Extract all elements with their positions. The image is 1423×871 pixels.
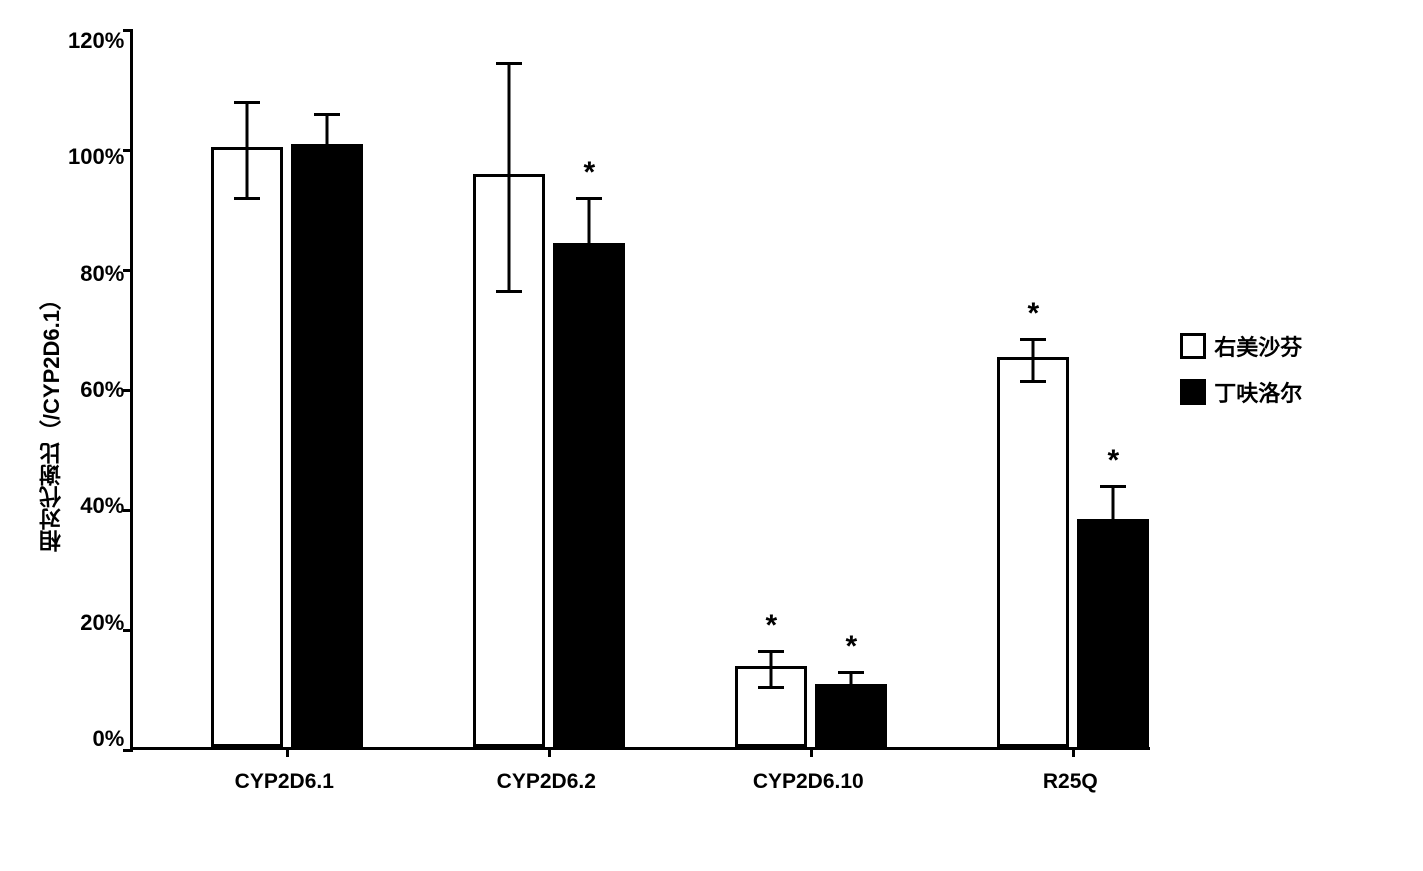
legend-label: 右美沙芬 — [1214, 330, 1302, 362]
bar-group: * — [473, 174, 625, 747]
error-bar — [246, 102, 249, 198]
error-cap-bottom — [314, 179, 340, 182]
error-cap-bottom — [1020, 380, 1046, 383]
legend: 右美沙芬丁呋洛尔 — [1150, 30, 1302, 422]
error-cap-bottom — [234, 197, 260, 200]
bar-s1 — [473, 174, 545, 747]
y-axis: 120% 100% 80% 60% 40% 20% 0% — [68, 30, 130, 750]
x-axis-label: R25Q — [1043, 770, 1098, 794]
error-cap-top — [496, 62, 522, 65]
significance-marker: * — [1027, 299, 1039, 329]
error-cap-top — [234, 101, 260, 104]
error-cap-bottom — [838, 701, 864, 704]
error-cap-top — [838, 671, 864, 674]
error-cap-bottom — [1100, 557, 1126, 560]
error-bar — [770, 651, 773, 687]
legend-item: 丁呋洛尔 — [1180, 376, 1302, 408]
bar-s2: * — [1077, 519, 1149, 747]
bar-s2 — [291, 144, 363, 747]
error-bar — [508, 63, 511, 291]
bar-s1 — [211, 147, 283, 747]
x-axis-label: CYP2D6.2 — [497, 770, 596, 794]
error-cap-top — [758, 650, 784, 653]
bar-group — [211, 144, 363, 747]
plot-area: ***** — [130, 30, 1150, 750]
error-bar — [588, 198, 591, 294]
error-cap-bottom — [496, 290, 522, 293]
bar-group: ** — [997, 357, 1149, 747]
y-axis-label: 相对代谢比（/CYP2D6.1） — [30, 288, 68, 552]
y-tick-label: 80% — [80, 263, 124, 285]
y-tick-mark — [123, 389, 133, 392]
legend-swatch — [1180, 333, 1206, 359]
y-tick-label: 20% — [80, 612, 124, 634]
bar-s1: * — [735, 666, 807, 747]
significance-marker: * — [845, 632, 857, 662]
error-bar — [850, 672, 853, 702]
significance-marker: * — [765, 611, 777, 641]
error-cap-top — [1020, 338, 1046, 341]
x-axis-labels: CYP2D6.1 CYP2D6.2 CYP2D6.10 R25Q — [130, 750, 1150, 810]
bar-s1: * — [997, 357, 1069, 747]
y-tick-mark — [123, 269, 133, 272]
error-cap-top — [314, 113, 340, 116]
y-tick-label: 60% — [80, 379, 124, 401]
error-bar — [1032, 339, 1035, 381]
error-cap-bottom — [758, 686, 784, 689]
legend-item: 右美沙芬 — [1180, 330, 1302, 362]
significance-marker: * — [583, 158, 595, 188]
error-cap-top — [1100, 485, 1126, 488]
legend-label: 丁呋洛尔 — [1214, 376, 1302, 408]
bar-group: ** — [735, 666, 887, 747]
x-axis-label: CYP2D6.1 — [235, 770, 334, 794]
error-bar — [1112, 486, 1115, 558]
y-tick-label: 120% — [68, 30, 124, 52]
y-tick-mark — [123, 629, 133, 632]
error-bar — [326, 114, 329, 180]
error-cap-top — [576, 197, 602, 200]
bar-s2: * — [815, 684, 887, 747]
y-tick-label: 40% — [80, 495, 124, 517]
bar-s2: * — [553, 243, 625, 747]
x-axis-label: CYP2D6.10 — [753, 770, 864, 794]
chart-main: 相对代谢比（/CYP2D6.1） 120%100%80%60%40%20%0% … — [30, 30, 1150, 810]
y-tick-mark — [123, 29, 133, 32]
legend-swatch — [1180, 379, 1206, 405]
error-cap-bottom — [576, 293, 602, 296]
y-tick-label: 100% — [68, 146, 124, 168]
y-tick-label: 0% — [92, 728, 124, 750]
significance-marker: * — [1107, 446, 1119, 476]
y-tick-mark — [123, 149, 133, 152]
y-tick-mark — [123, 509, 133, 512]
plot-outer: ***** CYP2D6.1CYP2D6.2CYP2D6.10R25Q — [130, 30, 1150, 810]
chart-container: 相对代谢比（/CYP2D6.1） 120%100%80%60%40%20%0% … — [30, 30, 1393, 810]
